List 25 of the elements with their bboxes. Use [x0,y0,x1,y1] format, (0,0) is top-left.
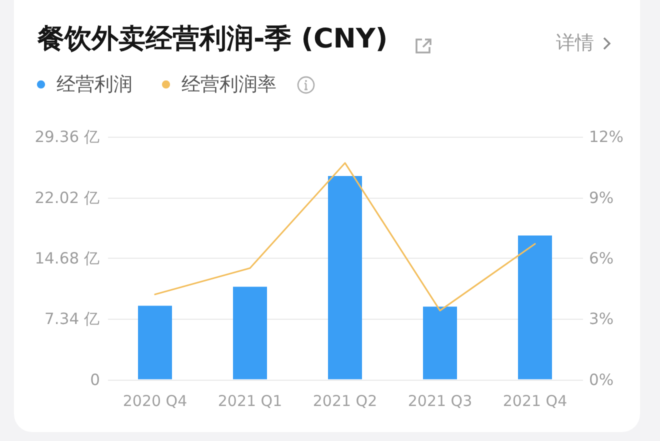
y-tick-label: 0 [90,370,100,389]
y2-tick-label: 12% [589,128,624,146]
y-tick-label: 22.02 亿 [34,188,100,207]
bar [518,236,552,380]
x-tick-label: 2021 Q4 [502,392,568,410]
x-tick-label: 2021 Q1 [218,392,282,410]
bar [328,176,362,380]
x-tick-label: 2021 Q2 [312,392,378,410]
y-tick-label: 14.68 亿 [34,250,100,268]
line-series [154,162,536,312]
bar [423,306,457,380]
y2-tick-label: 9% [589,188,614,207]
x-tick-label: 2021 Q3 [408,392,472,410]
legend-label: 经营利润 [56,73,132,96]
x-tick-label: 2020 Q4 [122,392,188,410]
text: 详情 [556,31,594,56]
y2-tick-label: 6% [589,250,614,268]
y-tick-label: 29.36 亿 [34,128,100,146]
bar [233,286,267,380]
y2-tick-label: 0% [589,370,614,389]
y2-tick-label: 3% [589,310,614,328]
legend-label: 经营利润率 [182,73,276,96]
chart-title: 餐饮外卖经营利润-季 (CNY) [36,24,388,55]
y-tick-label: 7.34 亿 [44,310,100,328]
bar [138,306,172,380]
